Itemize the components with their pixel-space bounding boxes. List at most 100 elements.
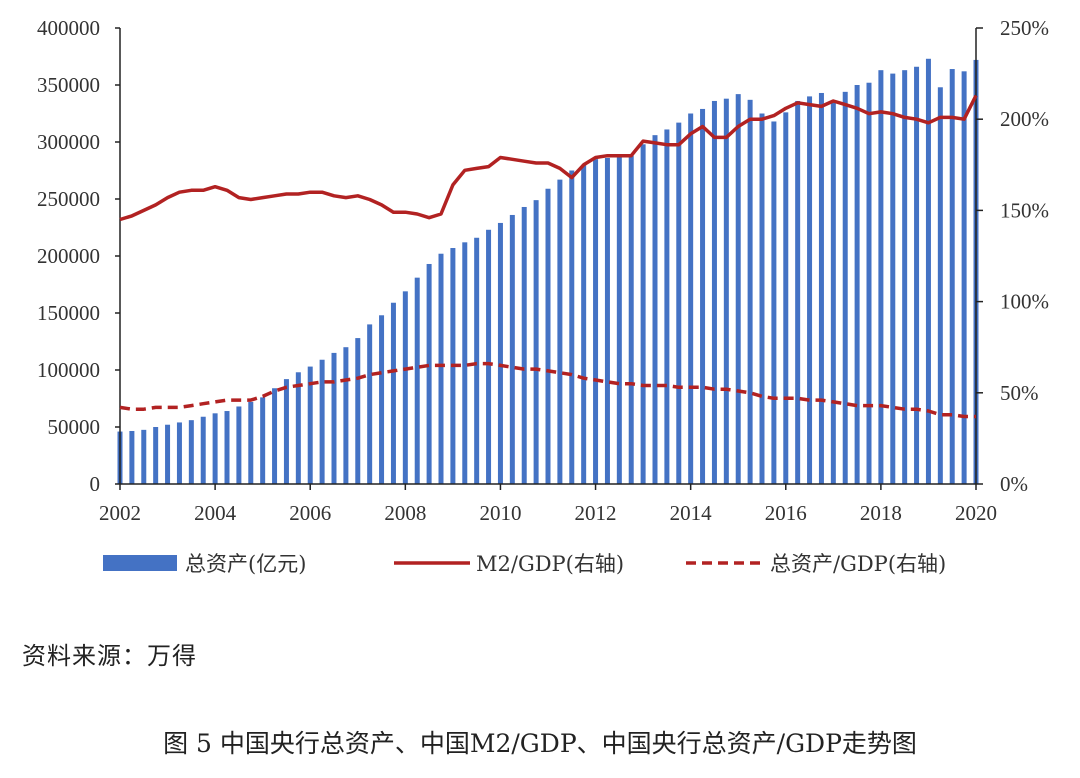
x-tick-label: 2020 (955, 501, 997, 525)
figure-caption: 图 5 中国央行总资产、中国M2/GDP、中国央行总资产/GDP走势图 (163, 729, 917, 758)
bar (438, 253, 444, 484)
bar (866, 82, 872, 484)
bar (295, 372, 301, 484)
bar (224, 411, 230, 484)
bar (604, 157, 610, 484)
bar (402, 291, 408, 484)
bar (711, 100, 717, 485)
bar (795, 100, 801, 485)
x-tick-label: 2018 (860, 501, 902, 525)
bar (426, 263, 432, 484)
x-tick-label: 2008 (384, 501, 426, 525)
left-tick-label: 400000 (37, 16, 100, 40)
bar (818, 92, 824, 484)
bar (331, 352, 337, 484)
legend: 总资产(亿元) M2/GDP(右轴) 总资产/GDP(右轴) (103, 552, 946, 576)
left-tick-label: 150000 (37, 301, 100, 325)
bar (664, 129, 670, 484)
x-tick-label: 2002 (99, 501, 141, 525)
x-tick-label: 2012 (575, 501, 617, 525)
bar (902, 70, 908, 485)
bar (652, 135, 658, 484)
line-m2-gdp (119, 94, 978, 222)
left-tick-label: 0 (90, 472, 101, 496)
bar (129, 430, 135, 484)
right-tick-label: 200% (1000, 107, 1049, 131)
bar (176, 422, 182, 484)
bar (390, 302, 396, 484)
bar (474, 237, 480, 484)
bar (343, 347, 349, 484)
bar (236, 406, 242, 484)
bar (557, 179, 563, 484)
chart: 0 50000 100000 150000 200000 250000 300000 3500… (37, 16, 1049, 576)
bar (188, 420, 194, 484)
bar (307, 366, 313, 484)
bar-series-total-assets (117, 58, 979, 485)
bar (367, 324, 373, 484)
bar (379, 315, 385, 484)
bar (771, 121, 777, 484)
bar (676, 122, 682, 485)
bar (747, 99, 753, 484)
bar (545, 188, 551, 485)
legend-bar-swatch (103, 555, 177, 571)
bar (830, 100, 836, 485)
x-tick-label: 2016 (765, 501, 807, 525)
line-series (119, 94, 978, 419)
left-tick-label: 100000 (37, 358, 100, 382)
bar (260, 397, 266, 484)
bar (593, 159, 599, 484)
bar (937, 87, 943, 484)
bar (200, 416, 206, 484)
bar (521, 206, 527, 485)
right-tick-label: 250% (1000, 16, 1049, 40)
legend-line-label: M2/GDP(右轴) (476, 552, 624, 576)
line-assets-gdp (119, 361, 976, 419)
bar (165, 424, 171, 484)
bar (640, 144, 646, 484)
bar (486, 229, 492, 484)
legend-bar-label: 总资产(亿元) (185, 552, 306, 576)
bar (854, 85, 860, 484)
bar (319, 359, 325, 484)
bar (153, 427, 159, 484)
bar (462, 242, 468, 484)
legend-dashed-label: 总资产/GDP(右轴) (770, 552, 946, 576)
bar (807, 96, 813, 485)
bar (581, 164, 587, 485)
right-tick-label: 50% (1000, 381, 1039, 405)
bar (141, 429, 147, 484)
bar (700, 108, 706, 484)
bar (355, 338, 361, 484)
left-tick-label: 50000 (48, 415, 101, 439)
bar (914, 66, 920, 484)
bar (616, 156, 622, 484)
bar (735, 94, 741, 485)
bar (688, 113, 694, 484)
bar (842, 91, 848, 484)
left-tick-label: 200000 (37, 244, 100, 268)
bar (949, 69, 955, 484)
bar (890, 73, 896, 484)
x-tick-label: 2010 (479, 501, 521, 525)
bar (414, 277, 420, 484)
bar (628, 155, 634, 484)
bar (759, 113, 765, 484)
right-tick-label: 100% (1000, 290, 1049, 314)
bar (283, 379, 289, 484)
x-tick-label: 2014 (670, 501, 713, 525)
left-tick-label: 300000 (37, 130, 100, 154)
bar (783, 112, 789, 485)
left-tick-label: 250000 (37, 187, 100, 211)
bar (248, 401, 254, 484)
bar (212, 413, 218, 484)
right-tick-label: 0% (1000, 472, 1028, 496)
left-tick-label: 350000 (37, 73, 100, 97)
bar (569, 170, 575, 484)
axes: 0 50000 100000 150000 200000 250000 300000 3500… (37, 16, 1049, 525)
bar (533, 200, 539, 484)
bar (723, 98, 729, 485)
source-note: 资料来源：万得 (22, 642, 197, 670)
bar (509, 214, 515, 484)
